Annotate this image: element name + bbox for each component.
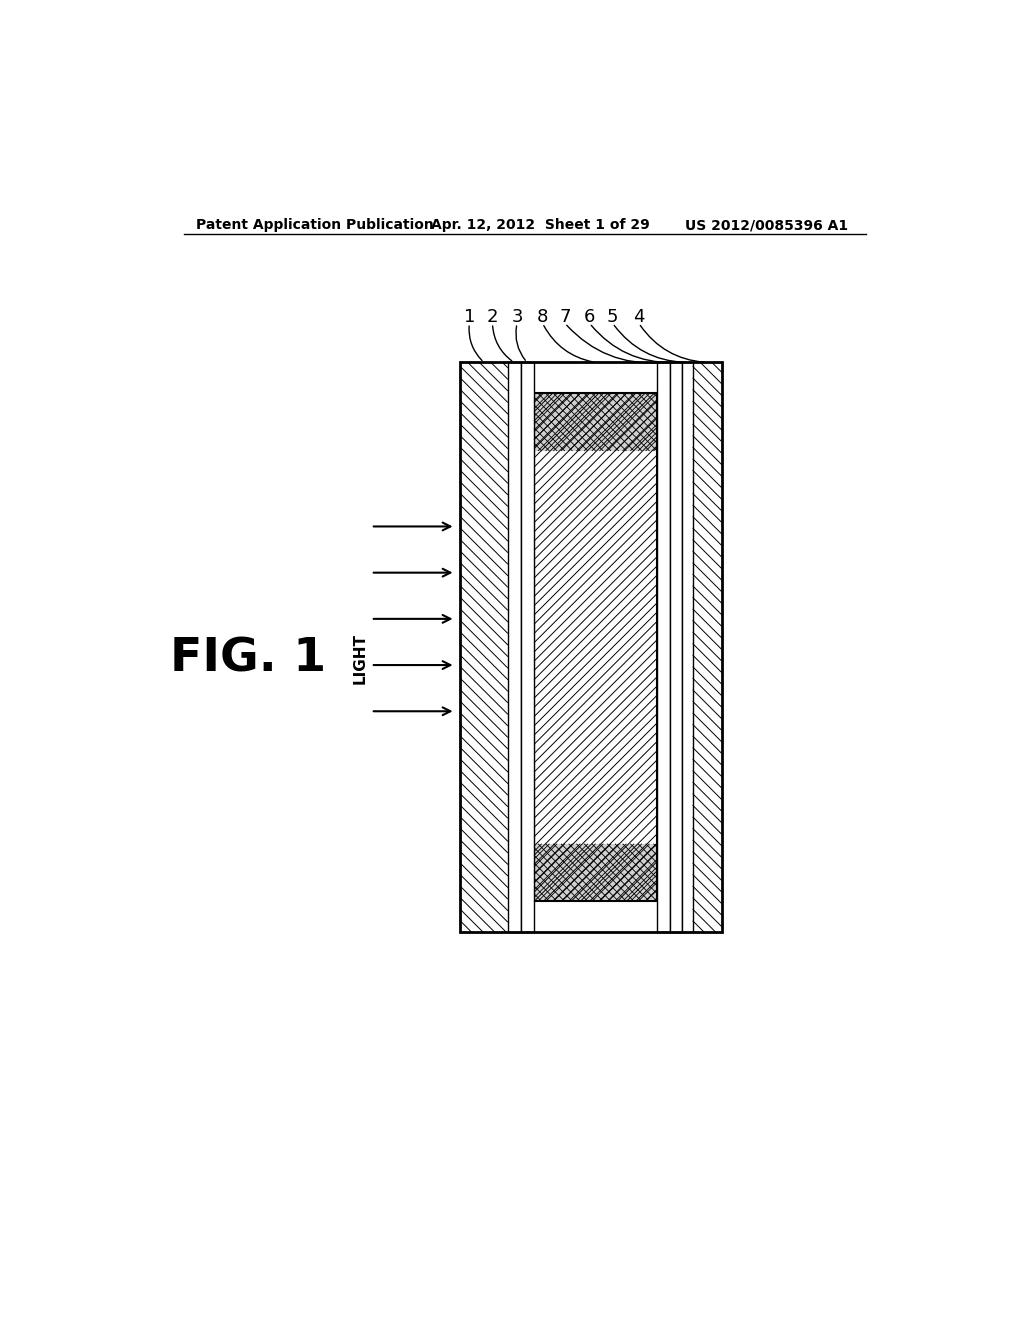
Text: FIG. 1: FIG. 1 <box>170 636 326 681</box>
Text: Apr. 12, 2012  Sheet 1 of 29: Apr. 12, 2012 Sheet 1 of 29 <box>431 218 649 232</box>
Bar <box>682 363 692 932</box>
Text: 5: 5 <box>607 309 618 326</box>
Bar <box>535 393 657 902</box>
Bar <box>508 363 521 932</box>
Text: 2: 2 <box>486 309 499 326</box>
Text: 6: 6 <box>584 309 595 326</box>
Text: 4: 4 <box>633 309 644 326</box>
Text: LIGHT: LIGHT <box>352 634 368 684</box>
Bar <box>460 363 722 932</box>
Text: 3: 3 <box>511 309 523 326</box>
Bar <box>535 393 657 451</box>
Text: 8: 8 <box>537 309 548 326</box>
Text: US 2012/0085396 A1: US 2012/0085396 A1 <box>685 218 848 232</box>
Bar <box>535 393 657 902</box>
Text: 7: 7 <box>559 309 570 326</box>
Bar <box>657 363 670 932</box>
Bar <box>670 363 682 932</box>
Text: 1: 1 <box>464 309 475 326</box>
Bar <box>692 363 722 932</box>
Bar <box>460 363 722 932</box>
Bar <box>521 363 535 932</box>
Text: Patent Application Publication: Patent Application Publication <box>196 218 434 232</box>
Bar <box>535 843 657 902</box>
Bar <box>460 363 508 932</box>
